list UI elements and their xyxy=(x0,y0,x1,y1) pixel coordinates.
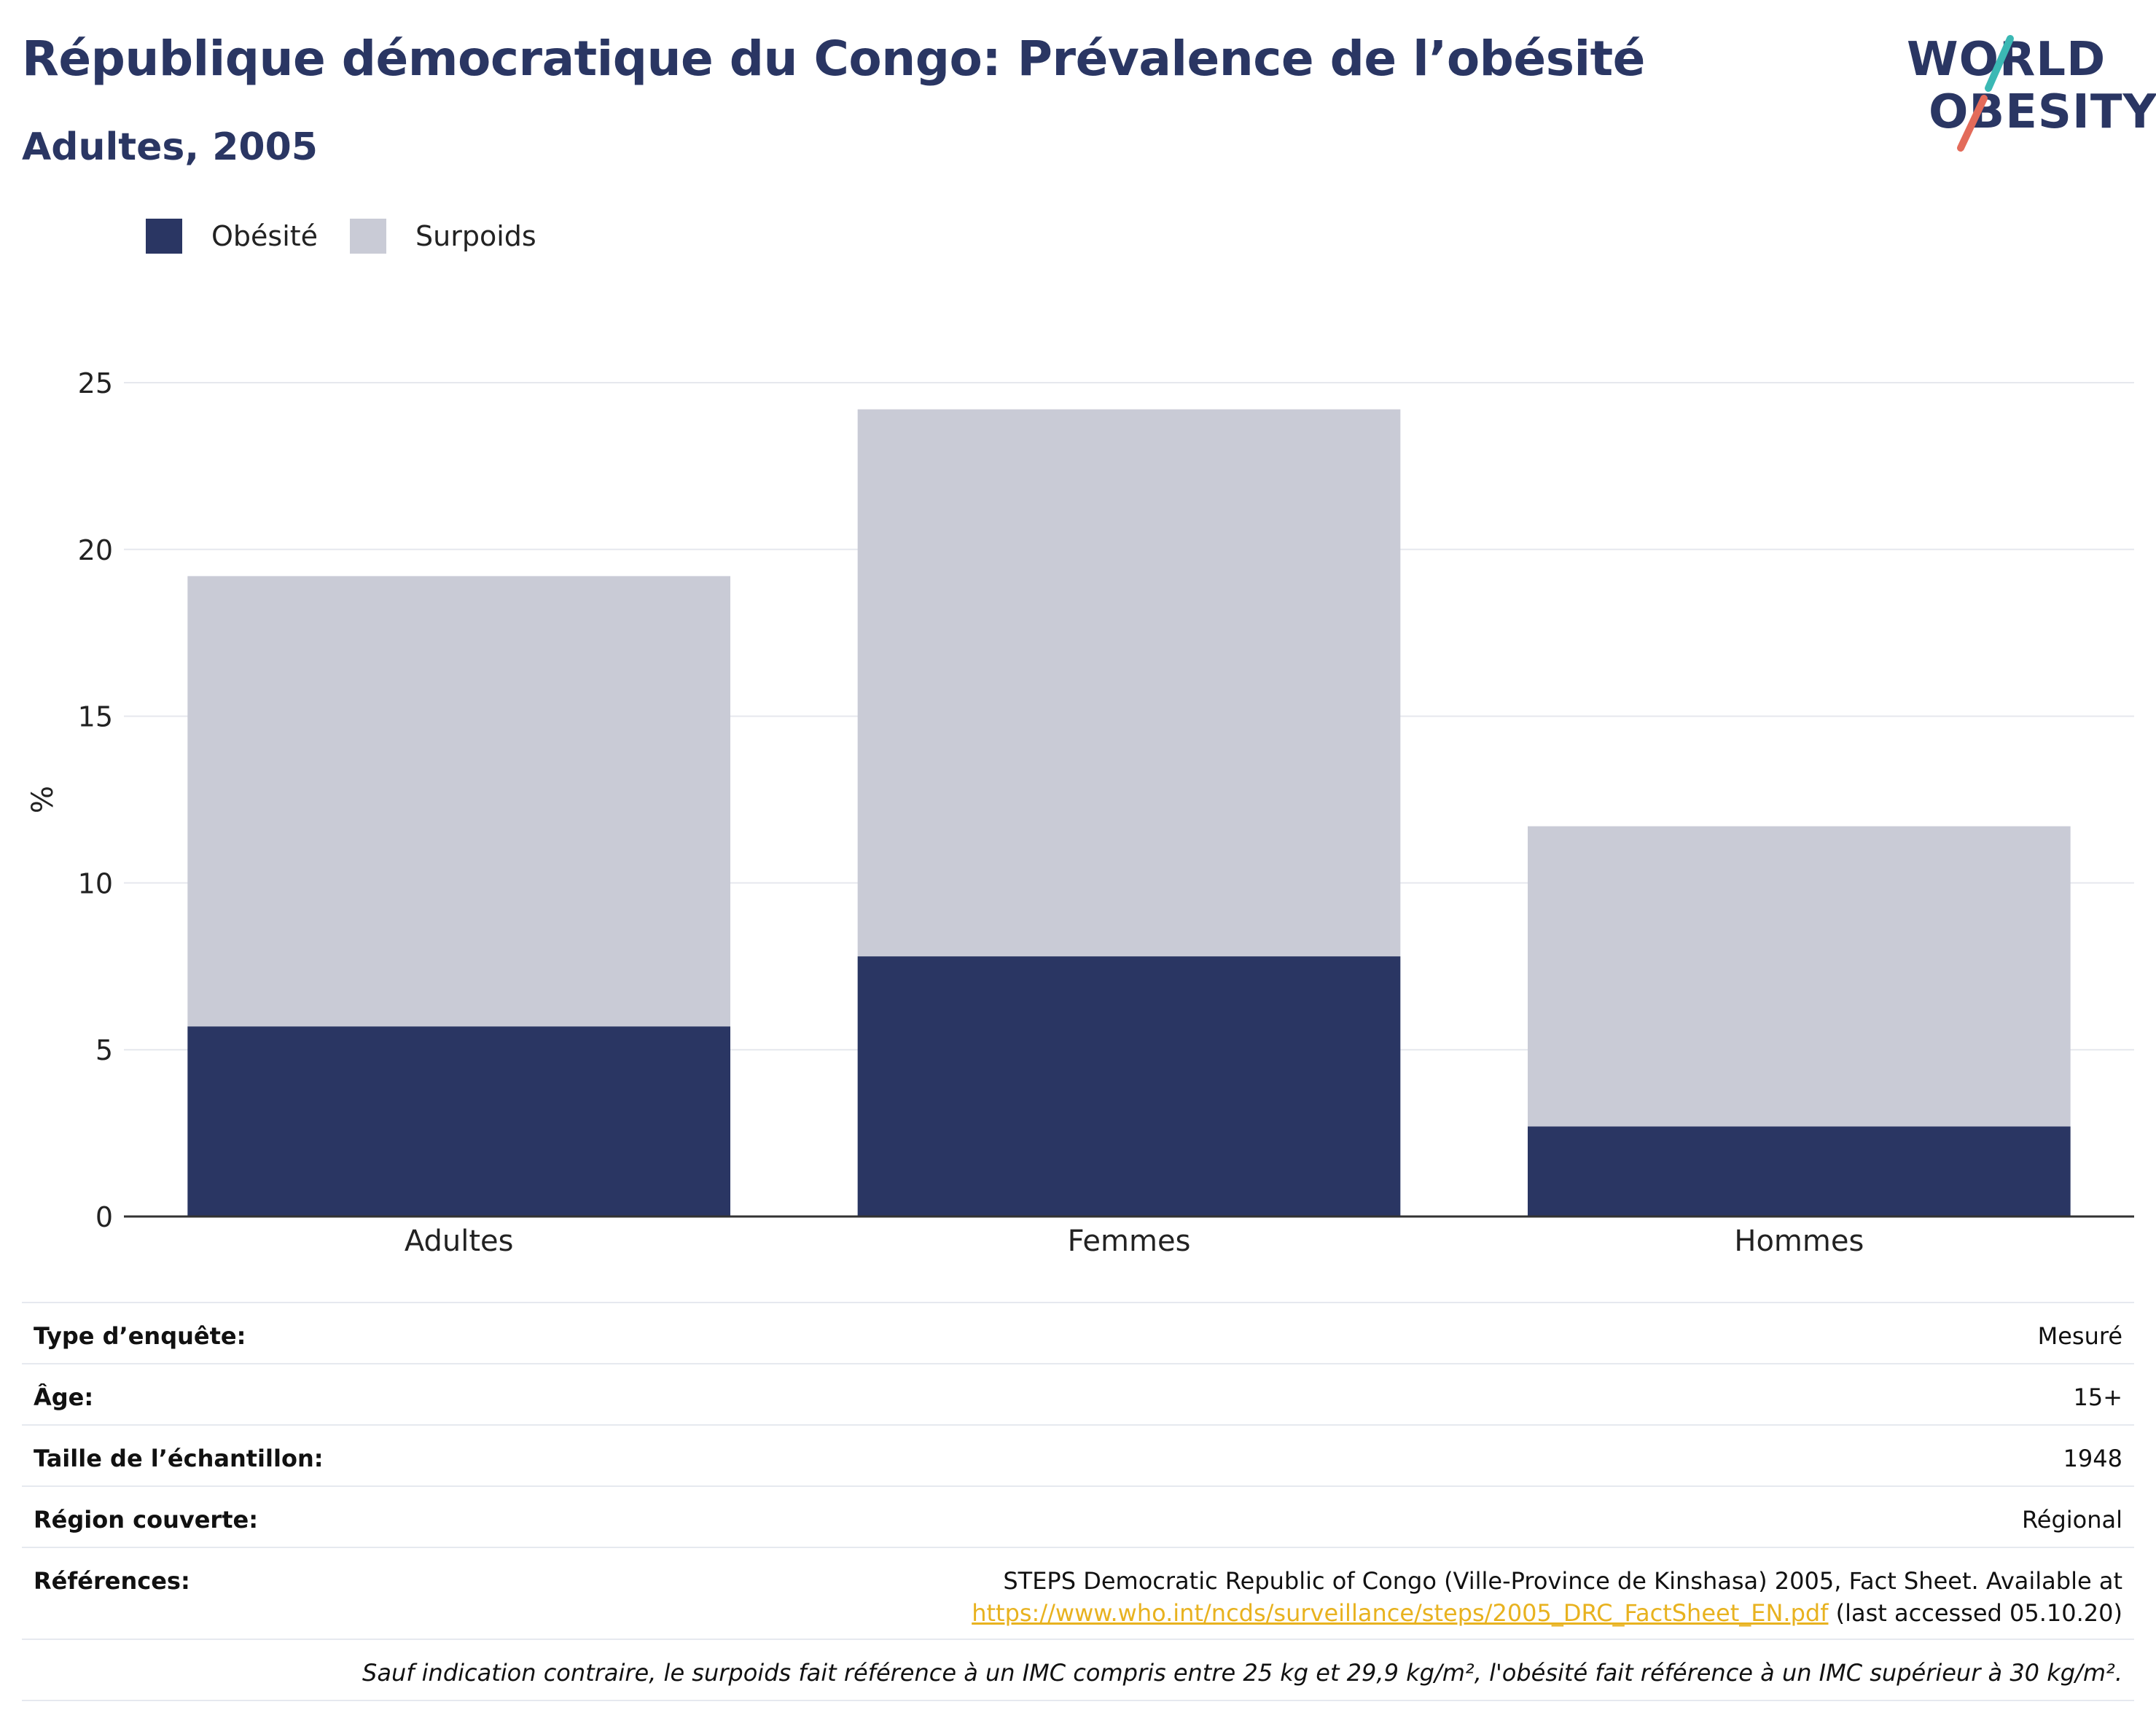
info-row-region: Région couverte: Régional xyxy=(22,1485,2134,1547)
bar-adultes-obesite xyxy=(187,1026,730,1216)
stacked-bar-chart: 0 5 10 15 20 25% Adultes Femmes Hommes xyxy=(26,367,2134,1258)
info-value-references-line2: https://www.who.int/ncds/surveillance/st… xyxy=(972,1599,2122,1627)
y-tick-label: 15 xyxy=(78,701,113,733)
info-row-note: Sauf indication contraire, le surpoids f… xyxy=(22,1639,2134,1701)
info-value-survey-type: Mesuré xyxy=(2037,1322,2122,1350)
legend-label-surpoids: Surpoids xyxy=(415,220,536,252)
world-obesity-logo: WORLD OBESITY xyxy=(1902,33,2156,157)
bar-adultes-surpoids xyxy=(187,576,730,1027)
info-label-sample-size: Taille de l’échantillon: xyxy=(34,1445,324,1472)
info-label-region: Région couverte: xyxy=(34,1506,258,1534)
bar-femmes-surpoids xyxy=(857,409,1401,957)
references-link[interactable]: https://www.who.int/ncds/surveillance/st… xyxy=(972,1599,1829,1627)
info-row-references: Références: STEPS Democratic Republic of… xyxy=(22,1547,2134,1639)
info-value-sample-size: 1948 xyxy=(2063,1445,2122,1472)
info-label-survey-type: Type d’enquête: xyxy=(34,1322,246,1350)
x-tick-label: Adultes xyxy=(405,1225,514,1258)
info-label-age: Âge: xyxy=(34,1383,94,1411)
chart-subtitle: Adultes, 2005 xyxy=(22,125,318,169)
info-row-survey-type: Type d’enquête: Mesuré xyxy=(22,1302,2134,1363)
survey-info-table: Type d’enquête: Mesuré Âge: 15+ Taille d… xyxy=(22,1302,2134,1701)
x-tick-label: Femmes xyxy=(1068,1225,1191,1258)
info-label-references: Références: xyxy=(34,1567,190,1595)
y-axis-label: % xyxy=(26,786,60,813)
info-value-references-line1: STEPS Democratic Republic of Congo (Vill… xyxy=(1003,1567,2122,1595)
legend-label-obesite: Obésité xyxy=(211,220,319,252)
y-tick-label: 0 xyxy=(95,1201,113,1233)
bar-hommes-obesite xyxy=(1528,1126,2071,1216)
info-note: Sauf indication contraire, le surpoids f… xyxy=(362,1659,2122,1687)
x-tick-label: Hommes xyxy=(1734,1225,1864,1258)
legend-swatch-obesite xyxy=(146,219,182,254)
info-row-age: Âge: 15+ xyxy=(22,1363,2134,1424)
chart-title: République démocratique du Congo: Préval… xyxy=(22,31,1645,87)
y-tick-label: 25 xyxy=(78,367,113,399)
y-tick-label: 10 xyxy=(78,867,113,899)
logo-slash-icon xyxy=(1957,35,2014,152)
info-value-region: Régional xyxy=(2021,1506,2122,1534)
bar-hommes-surpoids xyxy=(1528,826,2071,1127)
legend-swatch-surpoids xyxy=(350,219,386,254)
bar-femmes-obesite xyxy=(857,956,1401,1216)
y-tick-label: 5 xyxy=(95,1034,113,1066)
y-tick-label: 20 xyxy=(78,534,113,566)
info-value-age: 15+ xyxy=(2073,1383,2122,1411)
references-suffix: (last accessed 05.10.20) xyxy=(1828,1599,2122,1627)
info-row-sample-size: Taille de l’échantillon: 1948 xyxy=(22,1424,2134,1485)
